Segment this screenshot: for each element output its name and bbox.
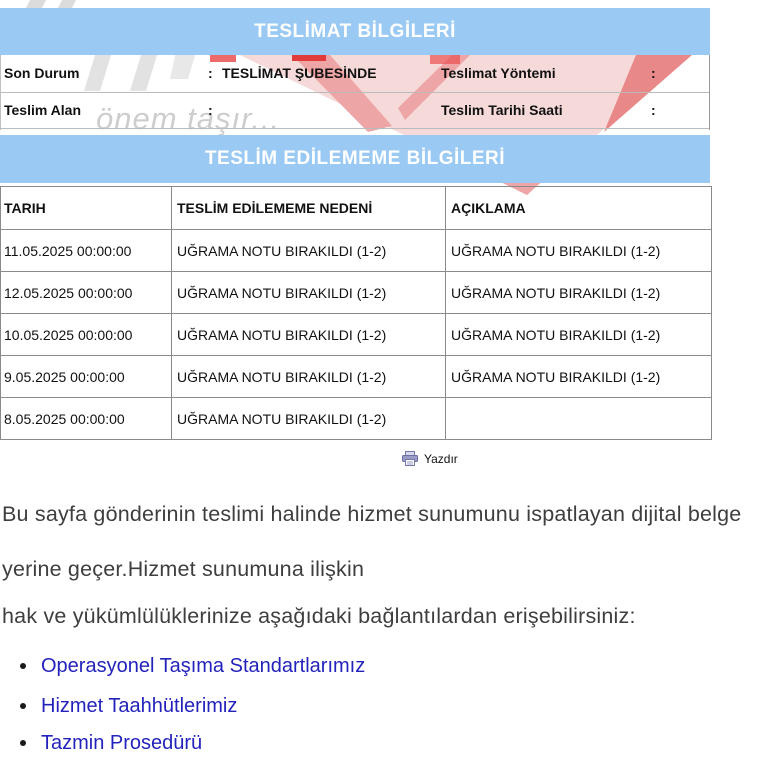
footer-text-line: Bu sayfa gönderinin teslimi halinde hizm…	[2, 502, 742, 526]
column-header-aciklama: AÇIKLAMA	[445, 186, 712, 230]
teslimat-yontemi-label: Teslimat Yöntemi	[441, 65, 556, 81]
undelivered-info-header: TESLİM EDİLEMEME BİLGİLERİ	[0, 135, 710, 183]
cell-description	[445, 397, 712, 440]
column-header-tarih: TARIH	[0, 186, 172, 230]
cell-date: 12.05.2025 00:00:00	[0, 271, 172, 314]
cell-date: 8.05.2025 00:00:00	[0, 397, 172, 440]
son-durum-value: TESLİMAT ŞUBESİNDE	[222, 65, 377, 81]
cell-date: 9.05.2025 00:00:00	[0, 355, 172, 398]
teslim-alan-colon: :	[208, 102, 213, 118]
column-header-neden: TESLİM EDİLEMEME NEDENİ	[171, 186, 446, 230]
list-item: Operasyonel Taşıma Standartlarımız	[0, 655, 420, 679]
printer-icon	[402, 451, 418, 466]
bullet-icon	[20, 663, 26, 669]
cell-reason: UĞRAMA NOTU BIRAKILDI (1-2)	[171, 229, 446, 272]
table-row: 11.05.2025 00:00:00 UĞRAMA NOTU BIRAKILD…	[0, 229, 712, 272]
table-row: 12.05.2025 00:00:00 UĞRAMA NOTU BIRAKILD…	[0, 271, 712, 314]
teslim-alan-label: Teslim Alan	[4, 102, 82, 118]
table-row: Teslim Alan : Teslim Tarihi Saati :	[1, 93, 709, 129]
bullet-icon	[20, 740, 26, 746]
print-button[interactable]: Yazdır	[402, 451, 458, 466]
table-row: 9.05.2025 00:00:00 UĞRAMA NOTU BIRAKILDI…	[0, 355, 712, 398]
delivery-info-header: TESLİMAT BİLGİLERİ	[0, 8, 710, 55]
cell-reason: UĞRAMA NOTU BIRAKILDI (1-2)	[171, 313, 446, 356]
footer-text-line: yerine geçer.Hizmet sunumuna ilişkin	[2, 557, 365, 581]
list-item: Hizmet Taahhütlerimiz	[0, 695, 420, 719]
link-tazmin-proseduru[interactable]: Tazmin Prosedürü	[41, 732, 203, 754]
footer-text-line: hak ve yükümlülüklerinize aşağıdaki bağl…	[2, 604, 636, 628]
link-hizmet-taahhutlerimiz[interactable]: Hizmet Taahhütlerimiz	[41, 695, 238, 717]
teslimat-yontemi-colon: :	[651, 65, 656, 81]
cell-reason: UĞRAMA NOTU BIRAKILDI (1-2)	[171, 397, 446, 440]
teslim-tarihi-label: Teslim Tarihi Saati	[441, 102, 563, 118]
son-durum-colon: :	[208, 65, 213, 81]
delivery-info-table: Son Durum : TESLİMAT ŞUBESİNDE Teslimat …	[0, 55, 710, 130]
cell-reason: UĞRAMA NOTU BIRAKILDI (1-2)	[171, 355, 446, 398]
print-button-label: Yazdır	[424, 451, 458, 466]
table-row: 10.05.2025 00:00:00 UĞRAMA NOTU BIRAKILD…	[0, 313, 712, 356]
cell-date: 11.05.2025 00:00:00	[0, 229, 172, 272]
undelivered-table-wrap: TARIH TESLİM EDİLEMEME NEDENİ AÇIKLAMA 1…	[0, 186, 712, 440]
teslim-tarihi-colon: :	[651, 102, 656, 118]
table-header-row: TARIH TESLİM EDİLEMEME NEDENİ AÇIKLAMA	[0, 186, 712, 230]
table-row: Son Durum : TESLİMAT ŞUBESİNDE Teslimat …	[1, 55, 709, 93]
cell-reason: UĞRAMA NOTU BIRAKILDI (1-2)	[171, 271, 446, 314]
undelivered-table: TARIH TESLİM EDİLEMEME NEDENİ AÇIKLAMA 1…	[0, 186, 712, 440]
link-operasyonel-tasima-standartlarimiz[interactable]: Operasyonel Taşıma Standartlarımız	[41, 655, 366, 677]
cell-description: UĞRAMA NOTU BIRAKILDI (1-2)	[445, 355, 712, 398]
cell-date: 10.05.2025 00:00:00	[0, 313, 172, 356]
cell-description: UĞRAMA NOTU BIRAKILDI (1-2)	[445, 229, 712, 272]
son-durum-label: Son Durum	[4, 65, 80, 81]
watermark-tagline: önem taşır...	[96, 101, 280, 136]
table-row: 8.05.2025 00:00:00 UĞRAMA NOTU BIRAKILDI…	[0, 397, 712, 440]
cell-description: UĞRAMA NOTU BIRAKILDI (1-2)	[445, 271, 712, 314]
cell-description: UĞRAMA NOTU BIRAKILDI (1-2)	[445, 313, 712, 356]
bullet-icon	[20, 703, 26, 709]
list-item: Tazmin Prosedürü	[0, 732, 420, 756]
